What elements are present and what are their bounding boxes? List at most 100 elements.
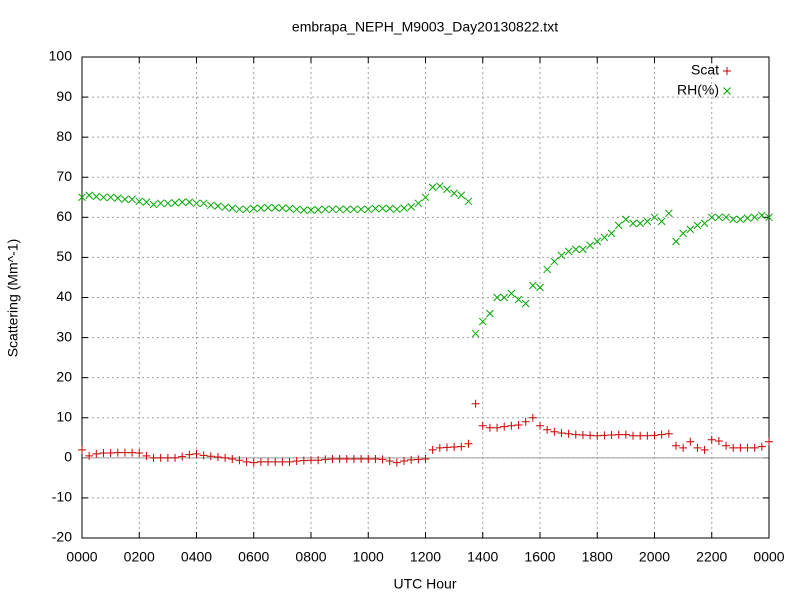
point (564, 247, 573, 256)
point (206, 201, 215, 210)
point (213, 453, 222, 462)
point (278, 457, 287, 466)
point (586, 241, 594, 250)
point (156, 453, 165, 462)
x-tick-label: 1000 (353, 549, 384, 565)
point (564, 429, 573, 438)
point (550, 427, 559, 436)
point (543, 425, 552, 434)
point (278, 204, 287, 212)
point (400, 457, 409, 466)
point (364, 205, 373, 214)
point (264, 457, 273, 466)
point (700, 219, 709, 228)
point (464, 197, 473, 206)
point (335, 205, 344, 214)
point (385, 457, 394, 466)
point (121, 195, 129, 204)
point (536, 283, 544, 292)
point (679, 229, 687, 238)
point (271, 457, 280, 466)
point (729, 215, 738, 224)
point (457, 191, 466, 200)
point (485, 423, 494, 432)
point (135, 197, 144, 206)
point (435, 182, 444, 190)
point (750, 443, 759, 452)
point (235, 456, 244, 465)
point (185, 450, 194, 459)
point (99, 193, 108, 202)
point (364, 455, 373, 464)
point (478, 421, 487, 430)
point (578, 430, 587, 439)
x-tick-label: 0400 (181, 549, 212, 565)
point (214, 202, 222, 210)
point (314, 456, 323, 465)
point (78, 193, 86, 202)
point (393, 205, 401, 214)
point (392, 458, 401, 467)
point (500, 422, 509, 431)
point (92, 192, 101, 201)
point (736, 443, 745, 452)
point (249, 458, 258, 467)
point (435, 443, 444, 452)
point (428, 183, 437, 192)
point (679, 443, 688, 452)
point (643, 431, 652, 440)
point (722, 441, 731, 450)
point (557, 251, 566, 260)
point (371, 204, 380, 213)
point (557, 428, 566, 437)
point (350, 205, 358, 214)
point (686, 225, 695, 234)
point (228, 204, 237, 212)
point (421, 193, 430, 202)
point (471, 399, 480, 408)
point (607, 229, 616, 238)
point (292, 457, 301, 466)
point (407, 203, 416, 211)
point (292, 205, 301, 214)
point (586, 431, 595, 440)
point (335, 455, 344, 464)
point (736, 215, 745, 224)
x-tick-label: 0200 (124, 549, 155, 565)
point (672, 237, 680, 246)
point (242, 205, 251, 214)
point (657, 217, 666, 226)
point (113, 194, 122, 202)
point (135, 449, 144, 458)
point (142, 451, 151, 460)
x-tick-label: 2200 (696, 549, 727, 565)
point (192, 199, 201, 208)
point (528, 413, 537, 422)
point (178, 452, 187, 461)
point (271, 203, 280, 212)
point (693, 221, 702, 230)
point (285, 204, 294, 213)
legend-marker (723, 67, 731, 75)
point (142, 198, 151, 206)
point (629, 431, 638, 440)
point (221, 203, 229, 212)
point (629, 219, 637, 228)
point (507, 289, 516, 298)
point (85, 451, 94, 460)
point (521, 417, 530, 426)
point (328, 205, 337, 214)
point (514, 420, 523, 429)
point (400, 204, 408, 212)
point (78, 445, 86, 454)
point (99, 449, 108, 458)
y-tick-label: 80 (56, 128, 72, 144)
point (743, 214, 752, 222)
point (428, 445, 437, 454)
y-tick-label: 40 (56, 288, 72, 304)
y-tick-label: 90 (56, 88, 72, 104)
point (442, 443, 451, 452)
point (757, 442, 766, 451)
point (235, 205, 244, 214)
